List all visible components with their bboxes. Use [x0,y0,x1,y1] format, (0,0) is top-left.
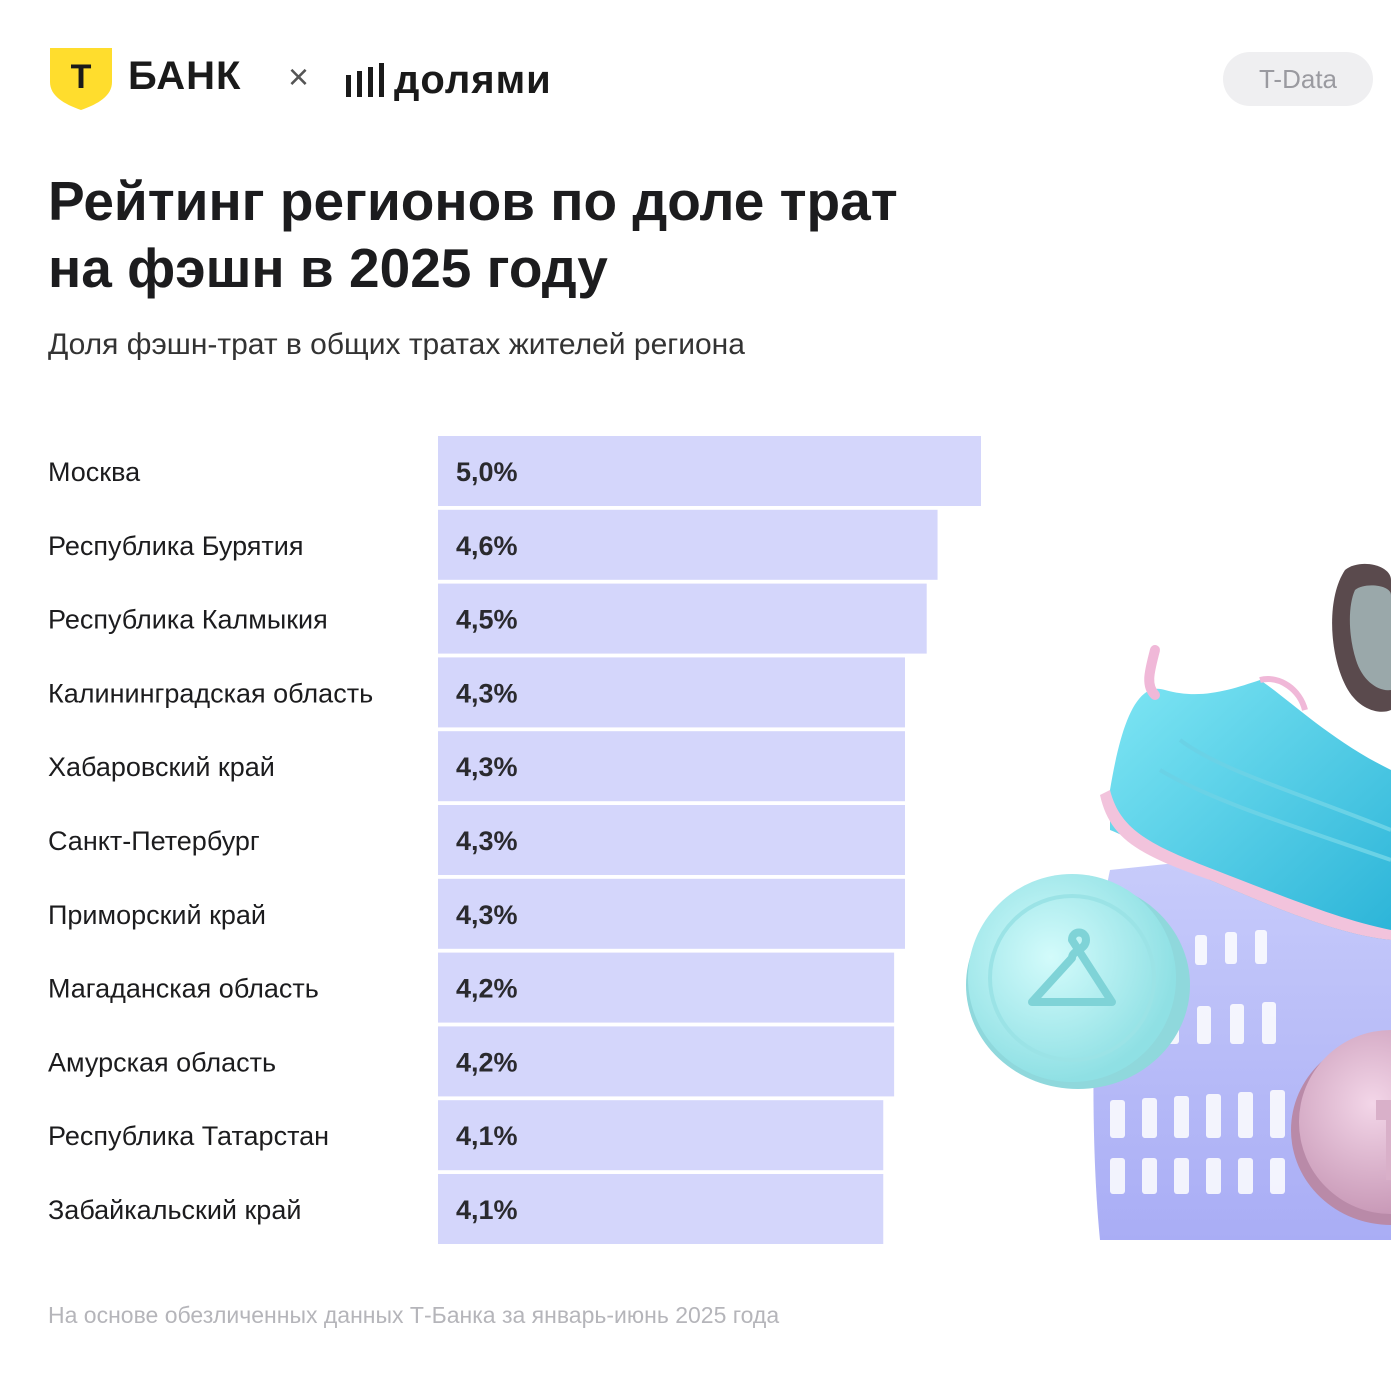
page-title: Рейтинг регионов по доле трат на фэшн в … [48,170,898,299]
category-label-7: Приморский край [48,900,266,930]
value-label-4: 4,3% [456,678,518,708]
category-label-8: Магаданская область [48,974,319,1004]
bar-5 [438,731,905,802]
value-label-5: 4,3% [456,752,518,782]
footnote: На основе обезличенных данных Т-Банка за… [48,1302,780,1328]
sunglasses-illustration [1332,563,1391,712]
bank-name: БАНК [128,54,242,98]
category-label-9: Амурская область [48,1047,276,1077]
partner-name: долями [394,57,552,102]
bar-4 [438,657,905,728]
value-label-10: 4,1% [456,1121,518,1151]
category-label-3: Республика Калмыкия [48,605,328,635]
dolyami-logo: долями [346,57,552,102]
category-label-10: Республика Татарстан [48,1121,329,1151]
bar-9 [438,1026,895,1097]
category-label-2: Республика Бурятия [48,531,304,561]
bar-chart: Москва 5,0% Республика Бурятия 4,6% Республи… [48,436,981,1244]
hanger-coin-icon [966,874,1190,1089]
bar-10 [438,1100,884,1171]
category-label-5: Хабаровский край [48,752,275,782]
sneaker-illustration [1100,645,1391,940]
bank-letter: Т [71,58,92,96]
category-label-1: Москва [48,457,141,487]
category-label-4: Калининградская область [48,678,373,708]
value-label-9: 4,2% [456,1047,518,1077]
bar-2 [438,509,938,580]
bar-7 [438,878,905,949]
header: Т БАНК × долями [48,44,648,114]
value-label-3: 4,5% [456,605,518,635]
category-label-6: Санкт-Петербург [48,826,260,856]
value-label-2: 4,6% [456,531,518,561]
category-label-11: Забайкальский край [48,1195,301,1225]
value-label-1: 5,0% [456,457,518,487]
value-label-7: 4,3% [456,900,518,930]
bar-1 [438,436,981,506]
ruble-coin-icon [1291,1030,1391,1225]
fashion-illustration [960,540,1391,1260]
bar-8 [438,952,895,1023]
value-label-11: 4,1% [456,1195,518,1225]
partnership-cross: × [288,56,310,97]
bar-6 [438,805,905,875]
t-data-badge: T-Data [1223,52,1373,106]
bar-3 [438,583,927,654]
t-bank-shield-icon: Т [48,46,114,112]
value-label-6: 4,3% [456,826,518,856]
bar-11 [438,1174,884,1244]
dolyami-bars-icon [346,63,384,97]
value-label-8: 4,2% [456,974,518,1004]
page-subtitle: Доля фэшн-трат в общих тратах жителей ре… [48,328,745,361]
